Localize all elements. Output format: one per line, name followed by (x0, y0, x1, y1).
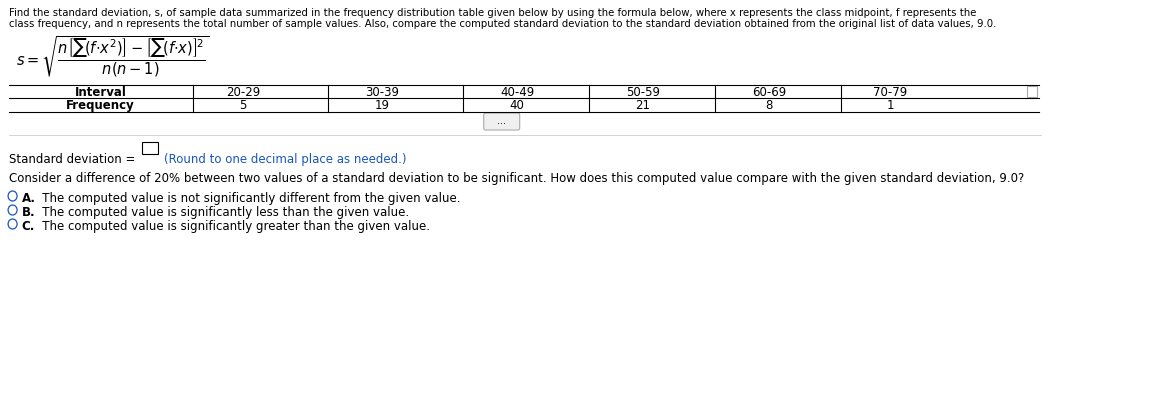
Text: B.: B. (21, 206, 35, 219)
FancyBboxPatch shape (484, 113, 520, 130)
Text: C.: C. (21, 220, 35, 233)
Text: 21: 21 (635, 99, 651, 112)
Text: 40: 40 (509, 99, 524, 112)
Bar (1027, 86, 1037, 97)
Text: 70-79: 70-79 (872, 86, 908, 99)
Bar (142, 142, 158, 154)
Text: 19: 19 (375, 99, 390, 112)
Text: Interval: Interval (75, 86, 126, 99)
Text: The computed value is significantly less than the given value.: The computed value is significantly less… (30, 206, 409, 219)
Text: class frequency, and n represents the total number of sample values. Also, compa: class frequency, and n represents the to… (9, 19, 996, 29)
Text: $s = \sqrt{\dfrac{n\left[\sum\!\left(f{\cdot}x^2\right)\right]-\left[\sum\!\left: $s = \sqrt{\dfrac{n\left[\sum\!\left(f{\… (16, 35, 209, 80)
Text: The computed value is significantly greater than the given value.: The computed value is significantly grea… (30, 220, 430, 233)
Text: (Round to one decimal place as needed.): (Round to one decimal place as needed.) (164, 153, 406, 166)
Text: Find the standard deviation, s, of sample data summarized in the frequency distr: Find the standard deviation, s, of sampl… (9, 8, 976, 18)
Text: Standard deviation =: Standard deviation = (9, 153, 135, 166)
Text: A.: A. (21, 192, 35, 205)
Text: 40-49: 40-49 (500, 86, 534, 99)
Text: Frequency: Frequency (67, 99, 135, 112)
Text: The computed value is not significantly different from the given value.: The computed value is not significantly … (30, 192, 460, 205)
Text: 8: 8 (765, 99, 772, 112)
Text: 1: 1 (887, 99, 894, 112)
Text: 5: 5 (239, 99, 246, 112)
Text: 50-59: 50-59 (626, 86, 660, 99)
Text: 30-39: 30-39 (366, 86, 399, 99)
Text: 20-29: 20-29 (225, 86, 260, 99)
Text: ...: ... (498, 117, 506, 127)
Text: Consider a difference of 20% between two values of a standard deviation to be si: Consider a difference of 20% between two… (9, 172, 1024, 185)
Text: 60-69: 60-69 (752, 86, 786, 99)
